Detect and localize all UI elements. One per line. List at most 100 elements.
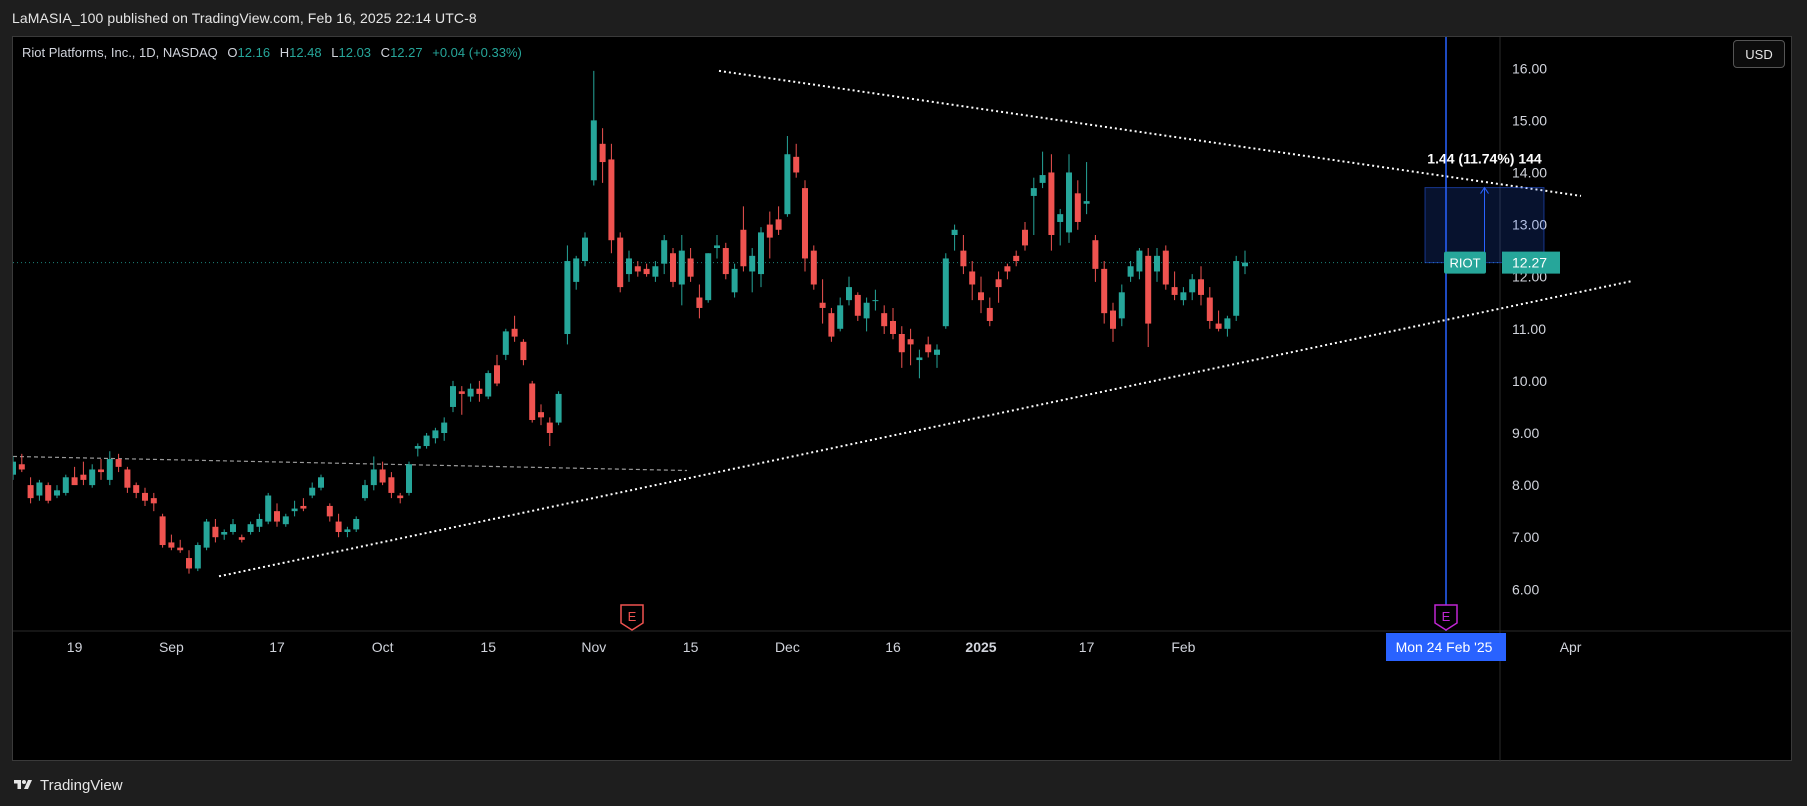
candle bbox=[309, 487, 316, 496]
candle bbox=[986, 307, 993, 321]
candle bbox=[652, 266, 659, 277]
candle bbox=[450, 386, 456, 407]
candle bbox=[212, 526, 219, 538]
y-tick-label: 11.00 bbox=[1512, 321, 1546, 337]
x-tick-label: Dec bbox=[775, 639, 800, 655]
candle bbox=[837, 305, 844, 329]
candle bbox=[494, 365, 500, 384]
candle bbox=[344, 529, 351, 532]
candle bbox=[1057, 214, 1064, 222]
candle bbox=[238, 537, 245, 540]
chart-area[interactable]: 16.0015.0014.0013.0012.0011.0010.009.008… bbox=[12, 36, 1793, 762]
candle bbox=[159, 516, 166, 546]
candle bbox=[564, 261, 571, 334]
published-line: LaMASIA_100 published on TradingView.com… bbox=[12, 10, 477, 26]
y-tick-label: 8.00 bbox=[1512, 477, 1539, 493]
candle bbox=[511, 328, 518, 337]
candle bbox=[300, 505, 307, 509]
candle bbox=[599, 143, 606, 163]
candle bbox=[1074, 193, 1081, 222]
candle bbox=[326, 505, 333, 517]
candle bbox=[423, 435, 430, 447]
candle bbox=[71, 477, 78, 486]
candle bbox=[370, 469, 377, 486]
candle bbox=[406, 464, 412, 493]
candle bbox=[414, 446, 421, 449]
candle bbox=[27, 485, 34, 499]
close-value: 12.27 bbox=[390, 45, 423, 60]
high-value: 12.48 bbox=[289, 45, 322, 60]
candle bbox=[608, 159, 615, 241]
candle bbox=[1013, 255, 1020, 262]
symbol-legend: Riot Platforms, Inc., 1D, NASDAQ O12.16 … bbox=[22, 45, 522, 60]
candle bbox=[1048, 172, 1055, 235]
candle bbox=[379, 469, 386, 483]
measurement-arrow-head bbox=[1480, 186, 1489, 194]
candle bbox=[573, 258, 580, 282]
candle bbox=[758, 232, 764, 275]
x-tick-label: 15 bbox=[480, 639, 496, 655]
y-tick-label: 6.00 bbox=[1512, 581, 1539, 597]
candle bbox=[555, 393, 562, 423]
candle bbox=[115, 459, 122, 467]
horizontal-trendline bbox=[13, 455, 688, 472]
candles bbox=[13, 70, 1248, 574]
currency-button[interactable]: USD bbox=[1733, 40, 1785, 68]
candle bbox=[54, 490, 60, 496]
candle bbox=[802, 188, 808, 259]
candle bbox=[960, 250, 967, 267]
low-value: 12.03 bbox=[338, 45, 372, 60]
candle bbox=[617, 237, 624, 288]
candle bbox=[1039, 175, 1046, 183]
cursor-date-badge bbox=[1386, 633, 1506, 661]
candle bbox=[942, 258, 949, 327]
candle bbox=[1118, 292, 1125, 319]
candle bbox=[1110, 310, 1116, 329]
x-tick-label: Oct bbox=[372, 639, 394, 655]
candle bbox=[1092, 240, 1099, 269]
x-tick-label: 16 bbox=[885, 639, 901, 655]
close-label: C bbox=[380, 45, 391, 60]
candle bbox=[194, 545, 201, 569]
candle bbox=[467, 388, 474, 397]
earnings-icon bbox=[620, 604, 644, 631]
candlestick-chart[interactable]: 16.0015.0014.0013.0012.0011.0010.009.008… bbox=[13, 37, 1793, 762]
candle bbox=[951, 229, 958, 235]
candle bbox=[1224, 318, 1231, 329]
candle bbox=[230, 524, 236, 532]
candle bbox=[1066, 172, 1072, 233]
candle bbox=[458, 391, 465, 394]
candle bbox=[282, 516, 289, 525]
y-tick-label: 16.00 bbox=[1512, 60, 1547, 76]
candle bbox=[441, 422, 448, 433]
candle bbox=[1136, 250, 1143, 272]
candle bbox=[291, 508, 298, 512]
candle bbox=[538, 412, 544, 418]
candle bbox=[626, 258, 632, 275]
candle bbox=[810, 250, 817, 285]
footer-brand: TradingView bbox=[40, 776, 123, 794]
candle bbox=[1083, 201, 1090, 204]
candle bbox=[749, 255, 756, 272]
x-tick-label: Apr bbox=[1560, 639, 1582, 655]
candle bbox=[124, 469, 131, 488]
y-tick-label: 10.00 bbox=[1512, 373, 1547, 389]
candle bbox=[670, 253, 676, 282]
candle bbox=[397, 495, 404, 499]
candle bbox=[934, 349, 940, 355]
candle bbox=[766, 224, 773, 238]
candle bbox=[186, 558, 192, 569]
candle bbox=[265, 495, 272, 522]
candle bbox=[36, 482, 43, 496]
earnings-marker: E bbox=[620, 604, 644, 631]
y-tick-label: 15.00 bbox=[1512, 112, 1547, 128]
x-tick-label: Feb bbox=[1171, 639, 1195, 655]
cursor-date-label: Mon 24 Feb '25 bbox=[1396, 639, 1493, 655]
y-tick-label: 7.00 bbox=[1512, 529, 1539, 545]
candle bbox=[388, 477, 395, 493]
candle bbox=[203, 521, 210, 548]
candle bbox=[687, 258, 694, 277]
candle bbox=[907, 339, 914, 345]
candle bbox=[898, 334, 905, 353]
open-value: 12.16 bbox=[237, 45, 271, 60]
